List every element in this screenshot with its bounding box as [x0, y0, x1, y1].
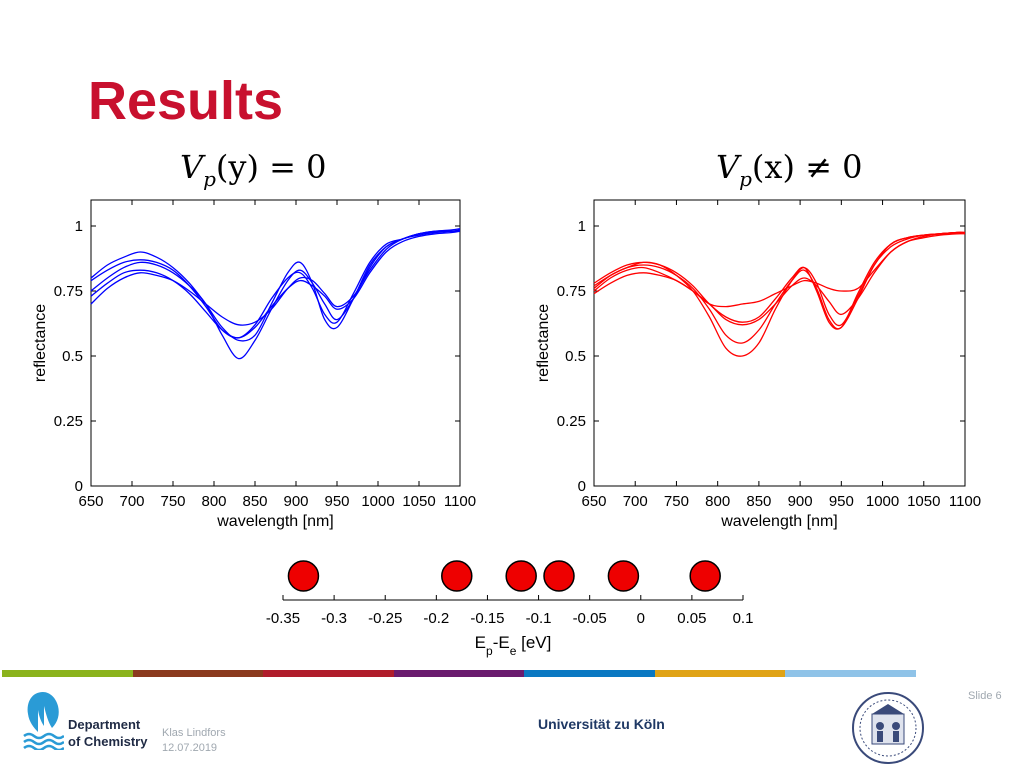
x-tick-label: 950: [829, 493, 854, 510]
series-line-5: [593, 233, 966, 308]
stripe-segment: [524, 670, 656, 677]
stripe-segment: [132, 670, 264, 677]
y-axis-label: reflectance: [32, 304, 49, 382]
y-tick-label: 0.5: [62, 348, 83, 365]
energy-point: [543, 560, 575, 592]
equation-left: Vp(y) = 0: [180, 148, 326, 191]
x-tick-label: 1000: [361, 493, 394, 510]
x-tick-label: 650: [78, 493, 103, 510]
slide-number: Slide 6: [968, 690, 1002, 702]
energy-tick-label: -0.2: [423, 610, 449, 627]
y-tick-label: 1: [578, 218, 586, 235]
author-name: Klas Lindfors: [162, 727, 226, 739]
energy-tick-label: -0.3: [321, 610, 347, 627]
stripe-segment: [2, 670, 133, 677]
energy-point: [607, 560, 640, 592]
x-tick-label: 1100: [444, 493, 476, 510]
x-tick-label: 800: [705, 493, 730, 510]
author-block: Klas Lindfors 12.07.2019: [162, 726, 226, 756]
energy-tick-label: 0: [637, 610, 645, 627]
presentation-date: 12.07.2019: [162, 742, 218, 754]
slide-title: Results: [88, 71, 284, 131]
plot-frame: [593, 199, 966, 487]
y-tick-label: 0.25: [54, 413, 83, 430]
energy-point: [505, 560, 537, 592]
equation-right-rest: (x) ≠ 0: [751, 148, 863, 186]
equation-right: Vp(x) ≠ 0: [716, 148, 862, 191]
equation-right-base: V: [716, 148, 740, 186]
y-tick-label: 0: [578, 478, 586, 495]
y-tick-label: 0.75: [557, 283, 586, 300]
x-axis-label: wavelength [nm]: [720, 513, 838, 530]
x-tick-label: 700: [119, 493, 144, 510]
energy-tick-label: -0.1: [526, 610, 552, 627]
stripe-segment: [393, 670, 525, 677]
x-tick-label: 950: [324, 493, 349, 510]
x-tick-label: 1100: [949, 493, 981, 510]
energy-axis-label: Ep-Ee [eV]: [475, 633, 552, 658]
department-logo-icon: [23, 692, 64, 750]
x-tick-label: 650: [581, 493, 606, 510]
y-tick-label: 0.25: [557, 413, 586, 430]
x-tick-label: 850: [746, 493, 771, 510]
series-line-5: [90, 230, 461, 326]
energy-tick-label: 0.1: [733, 610, 754, 627]
equation-right-sub: p: [739, 167, 752, 191]
energy-point: [689, 560, 721, 592]
department-line-2: of Chemistry: [68, 734, 148, 749]
x-tick-label: 850: [242, 493, 267, 510]
energy-tick-label: -0.35: [266, 610, 300, 627]
x-tick-label: 700: [623, 493, 648, 510]
y-tick-label: 0.5: [565, 348, 586, 365]
department-name: Department of Chemistry: [68, 716, 147, 750]
x-tick-label: 1050: [402, 493, 435, 510]
stripe-segment: [263, 670, 395, 677]
y-axis-label: reflectance: [535, 304, 552, 382]
university-name: Universität zu Köln: [538, 716, 665, 732]
energy-tick-label: -0.25: [368, 610, 402, 627]
energy-tick-label: -0.15: [470, 610, 504, 627]
energy-tick-label: 0.05: [677, 610, 706, 627]
y-tick-label: 1: [75, 218, 83, 235]
series-line-3: [593, 231, 966, 357]
x-tick-label: 750: [664, 493, 689, 510]
equation-left-sub: p: [203, 167, 216, 191]
stripe-segment: [654, 670, 786, 677]
equation-left-rest: (y) = 0: [215, 148, 327, 186]
energy-point: [441, 560, 473, 592]
x-tick-label: 900: [283, 493, 308, 510]
x-tick-label: 750: [160, 493, 185, 510]
energy-point: [287, 560, 320, 592]
equation-left-base: V: [180, 148, 204, 186]
y-tick-label: 0.75: [54, 283, 83, 300]
university-seal-icon: [852, 692, 924, 764]
energy-tick-label: -0.05: [573, 610, 607, 627]
plot-frame: [90, 199, 461, 487]
x-axis-label: wavelength [nm]: [216, 513, 334, 530]
x-tick-label: 800: [201, 493, 226, 510]
y-tick-label: 0: [75, 478, 83, 495]
stripe-segment: [785, 670, 917, 677]
department-line-1: Department: [68, 717, 141, 732]
x-tick-label: 900: [788, 493, 813, 510]
x-tick-label: 1050: [907, 493, 940, 510]
x-tick-label: 1000: [866, 493, 899, 510]
